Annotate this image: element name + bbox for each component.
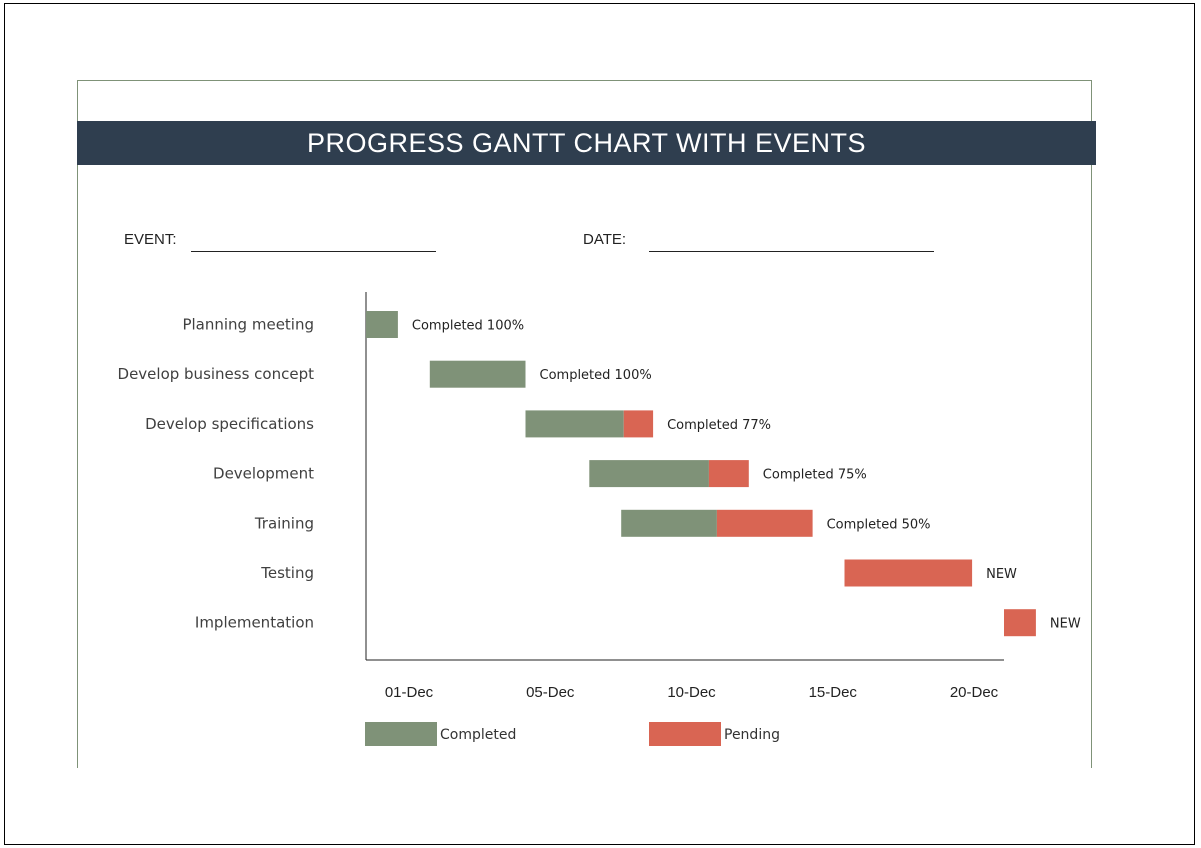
page-frame	[4, 3, 1195, 845]
task-label: Training	[254, 514, 314, 532]
pending-bar	[716, 509, 813, 537]
pending-bar	[623, 410, 654, 438]
event-field[interactable]	[191, 251, 436, 252]
x-tick-label: 05-Dec	[526, 684, 575, 701]
legend-label-completed: Completed	[440, 727, 516, 743]
page-title: PROGRESS GANTT CHART WITH EVENTS	[306, 127, 867, 158]
x-tick-label: 15-Dec	[809, 684, 858, 701]
task-label: Implementation	[195, 614, 314, 632]
data-label: NEW	[1050, 617, 1081, 632]
task-label: Develop business concept	[118, 365, 315, 383]
completed-bar	[429, 360, 526, 388]
completed-bar	[621, 509, 717, 537]
legend-label-pending: Pending	[724, 727, 780, 743]
task-label: Planning meeting	[182, 316, 314, 334]
task-label: Development	[213, 465, 314, 483]
legend-swatch-pending	[649, 722, 721, 746]
data-label: Completed 50%	[827, 517, 931, 532]
pending-bar	[1004, 609, 1036, 637]
date-label: DATE:	[583, 231, 627, 248]
x-tick-label: 10-Dec	[667, 684, 716, 701]
completed-bar	[525, 410, 624, 438]
worksheet-area	[77, 80, 1092, 768]
sheet-border-left	[77, 80, 78, 768]
sheet-border-top	[77, 80, 1092, 81]
legend-swatch-completed	[365, 722, 437, 746]
x-tick-label: 20-Dec	[950, 684, 999, 701]
data-label: Completed 77%	[667, 418, 771, 433]
x-tick-label: 01-Dec	[385, 684, 434, 701]
completed-bar	[589, 460, 709, 488]
title-banner: PROGRESS GANTT CHART WITH EVENTS	[77, 121, 1096, 165]
pending-bar	[708, 460, 749, 488]
pending-bar	[844, 559, 973, 587]
sheet-border-right	[1091, 80, 1092, 768]
data-label: Completed 100%	[412, 319, 524, 334]
data-label: NEW	[986, 567, 1017, 582]
task-label: Testing	[260, 564, 314, 582]
date-field[interactable]	[649, 251, 934, 252]
data-label: Completed 100%	[540, 368, 652, 383]
completed-bar	[366, 311, 398, 338]
event-label: EVENT:	[124, 231, 177, 248]
data-label: Completed 75%	[763, 468, 867, 483]
task-label: Develop specifications	[145, 415, 314, 433]
